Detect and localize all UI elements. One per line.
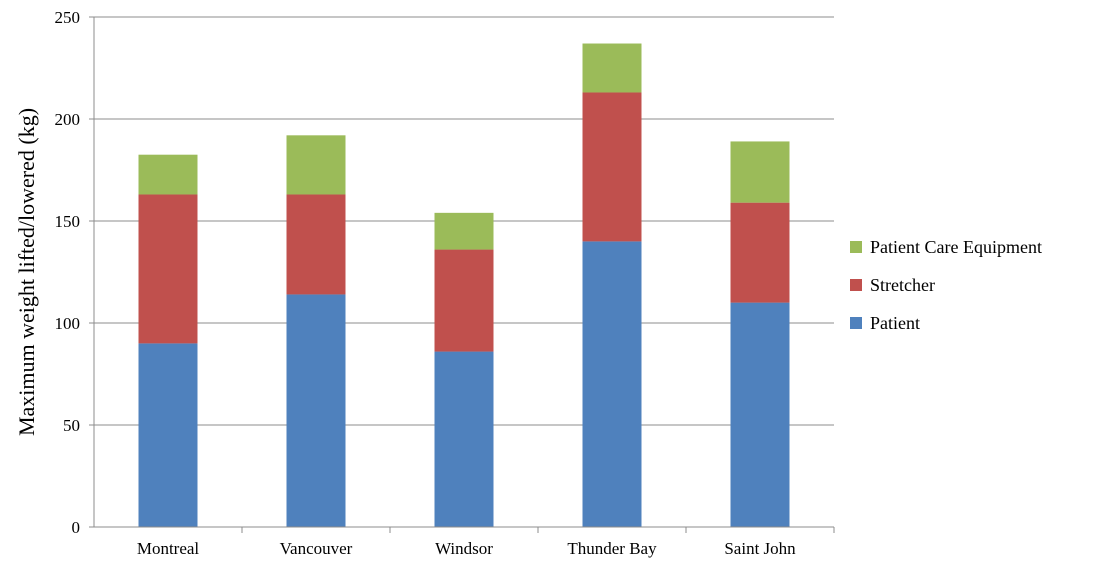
x-category-label: Windsor	[435, 539, 493, 558]
y-tick-label: 200	[55, 110, 81, 129]
bar-patient-care-equipment-windsor	[434, 212, 494, 250]
y-tick-label: 100	[55, 314, 81, 333]
legend-label: Patient Care Equipment	[870, 237, 1042, 257]
bar-patient-care-equipment-vancouver	[286, 135, 346, 195]
bar-patient-montreal	[138, 343, 198, 527]
bar-patient-windsor	[434, 351, 494, 527]
bar-stretcher-thunder-bay	[582, 92, 642, 242]
x-category-label: Vancouver	[280, 539, 353, 558]
y-tick-label: 250	[55, 8, 81, 27]
bar-patient-thunder-bay	[582, 241, 642, 527]
legend-swatch	[850, 317, 862, 329]
bar-stretcher-montreal	[138, 194, 198, 344]
y-tick-label: 0	[72, 518, 81, 537]
axes	[89, 16, 835, 533]
y-axis-title: Maximum weight lifted/lowered (kg)	[14, 108, 39, 436]
bar-patient-saint-john	[730, 302, 790, 527]
legend-label: Stretcher	[870, 275, 935, 295]
x-category-labels: Montreal Vancouver Windsor Thunder Bay Saint…	[137, 539, 796, 558]
legend-swatch	[850, 241, 862, 253]
bar-patient-care-equipment-saint-john	[730, 141, 790, 203]
y-tick-label: 50	[63, 416, 80, 435]
x-category-label: Montreal	[137, 539, 200, 558]
x-category-label: Saint John	[724, 539, 796, 558]
bar-stretcher-saint-john	[730, 202, 790, 303]
legend-swatch	[850, 279, 862, 291]
bar-patient-care-equipment-montreal	[138, 154, 198, 195]
bar-stretcher-vancouver	[286, 194, 346, 295]
y-tick-label: 150	[55, 212, 81, 231]
y-tick-labels: 0 50 100 150 200 250	[55, 8, 81, 537]
x-category-label: Thunder Bay	[567, 539, 657, 558]
bar-patient-vancouver	[286, 294, 346, 527]
bars	[138, 43, 790, 527]
bar-stretcher-windsor	[434, 249, 494, 352]
legend-label: Patient	[870, 313, 920, 333]
bar-patient-care-equipment-thunder-bay	[582, 43, 642, 93]
legend: Patient Care Equipment Stretcher Patient	[850, 237, 1042, 333]
